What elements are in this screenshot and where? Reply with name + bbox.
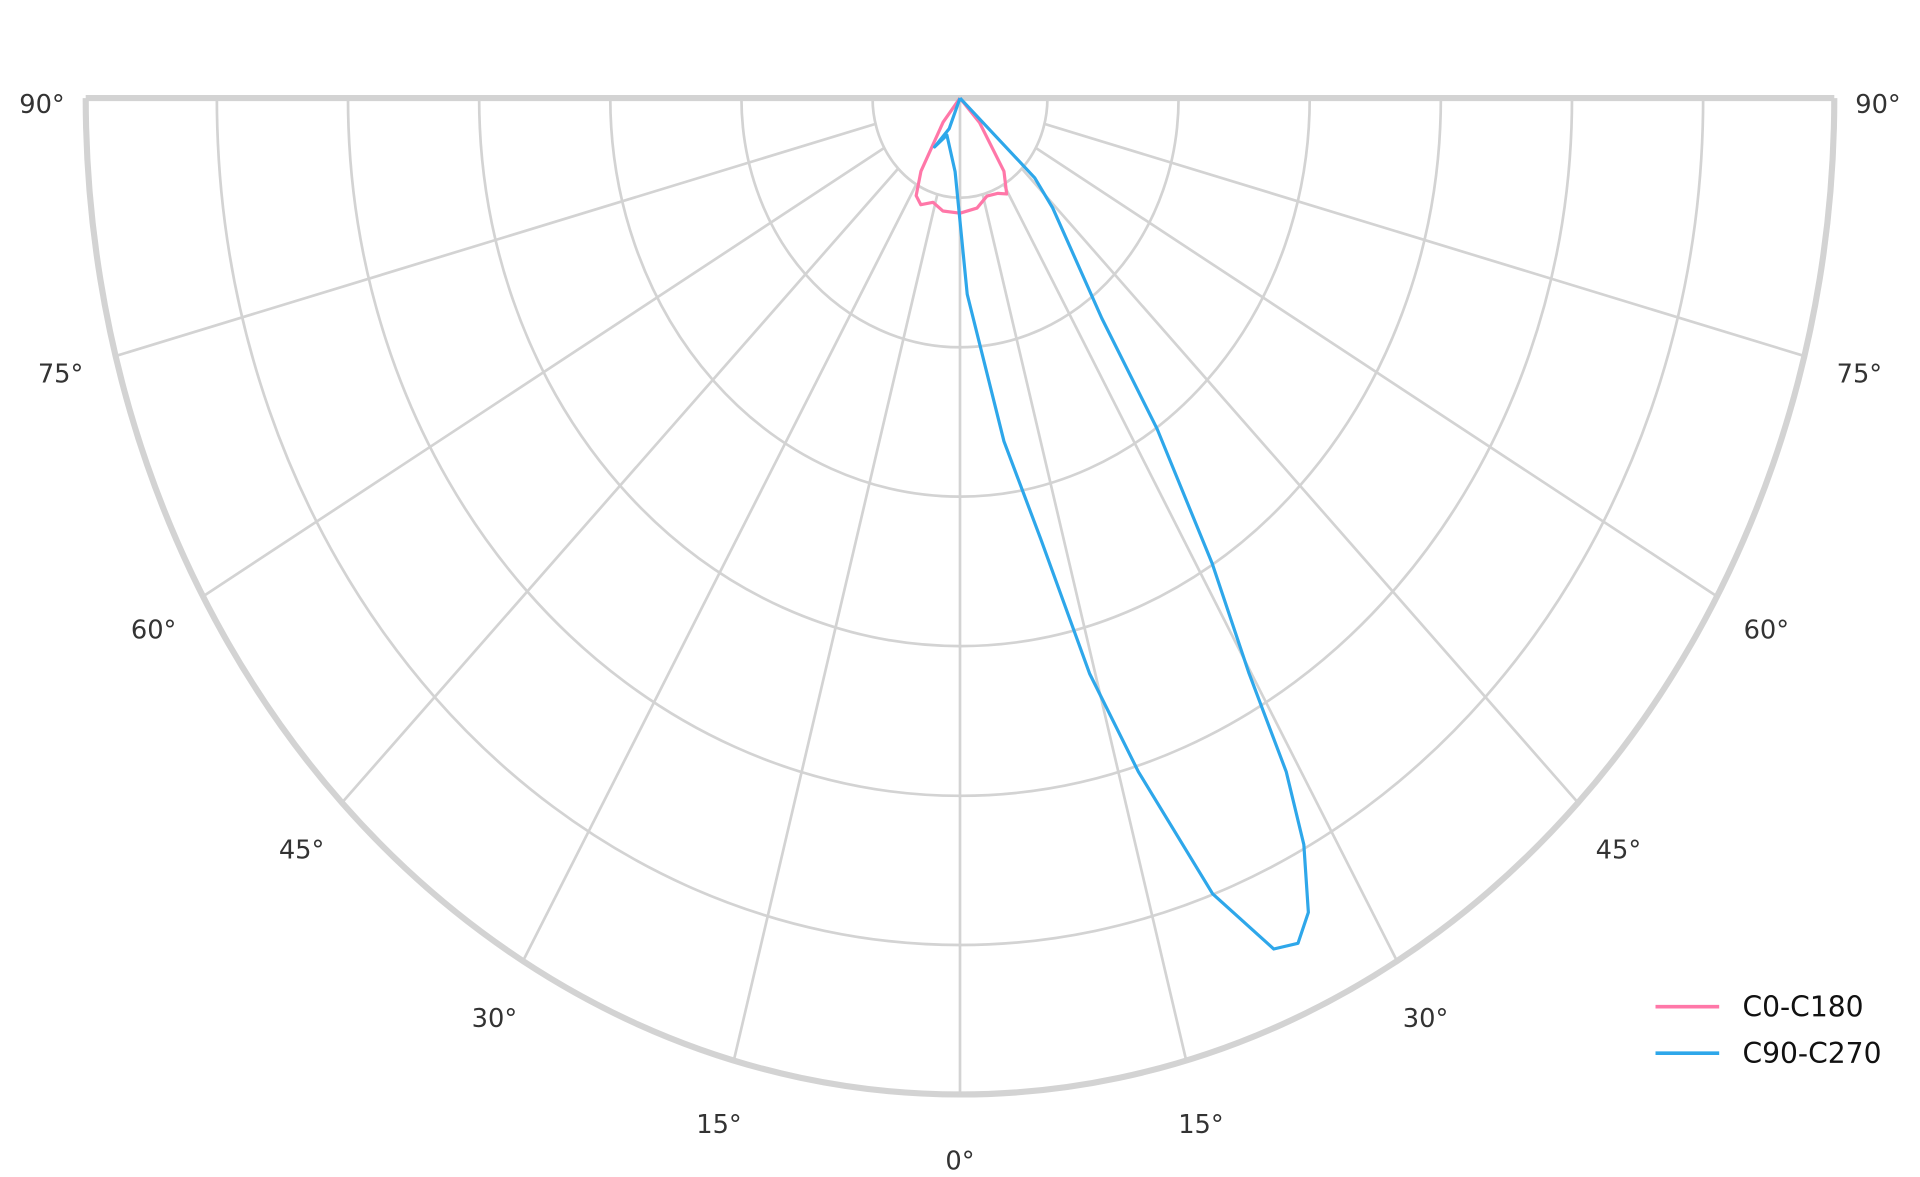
angle-tick-label: 45° xyxy=(1596,835,1642,865)
angle-tick-label: 75° xyxy=(1837,360,1883,390)
legend-label: C0-C180 xyxy=(1742,990,1863,1023)
grid xyxy=(82,95,1838,1098)
series-line-c0-c180 xyxy=(914,97,1009,215)
grid-spoke xyxy=(521,183,918,962)
grid-spoke xyxy=(202,146,886,598)
grid-spoke xyxy=(1044,122,1805,358)
angle-tick-label: 60° xyxy=(1744,616,1790,646)
angle-tick-label: 15° xyxy=(1178,1110,1224,1140)
grid-spoke xyxy=(1034,146,1718,598)
grid-spoke xyxy=(981,194,1188,1062)
grid-spoke xyxy=(340,167,900,804)
grid-spoke xyxy=(1002,183,1399,962)
angle-tick-label: 30° xyxy=(472,1004,518,1034)
angle-tick-label: 90° xyxy=(19,90,65,120)
angle-tick-label: 90° xyxy=(1855,90,1901,120)
angle-tick-label: 30° xyxy=(1403,1004,1449,1034)
grid-spoke xyxy=(732,194,939,1062)
legend-label: C90-C270 xyxy=(1742,1037,1881,1070)
angle-tick-label: 75° xyxy=(38,360,84,390)
angle-tick-label: 15° xyxy=(696,1110,742,1140)
legend: C0-C180 C90-C270 xyxy=(1655,990,1882,1070)
grid-spoke xyxy=(115,122,876,358)
grid-spoke xyxy=(1020,167,1580,804)
angle-tick-label: 60° xyxy=(131,616,177,646)
series-layer xyxy=(914,97,1310,951)
angle-tick-label: 0° xyxy=(945,1146,974,1176)
angle-tick-label: 45° xyxy=(279,835,325,865)
series-line-c90-c270 xyxy=(932,97,1310,951)
angle-tick-labels: 0° 15° 15° 30° 30° 45° 45° 60° 60° 75° 75° 90° 90° xyxy=(19,90,1901,1177)
